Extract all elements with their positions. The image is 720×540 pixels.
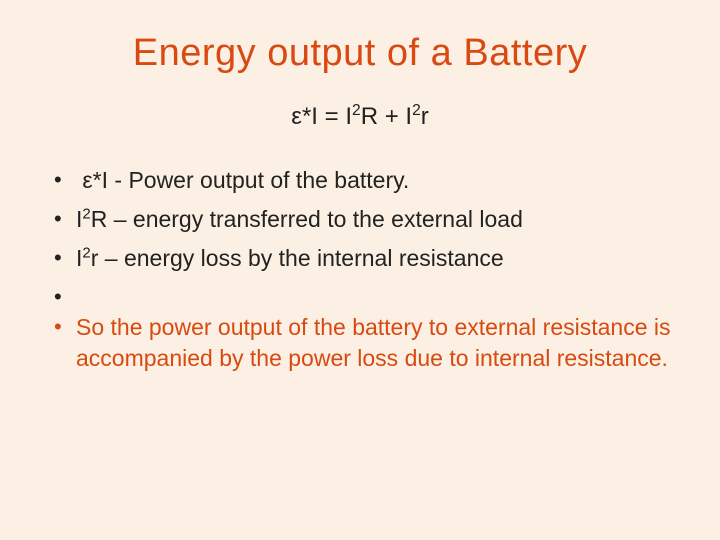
bullet-internal-loss: I2r – energy loss by the internal resist… <box>48 243 672 274</box>
spacer <box>48 282 672 312</box>
bullet-external-load: I2R – energy transferred to the external… <box>48 204 672 235</box>
b1-prefix-rest: *I <box>93 167 108 193</box>
equation-t2-var: r <box>421 103 429 130</box>
equation-t1-base: I <box>345 103 352 130</box>
b2-sup: 2 <box>82 205 90 222</box>
b4-text: So the power output of the battery to ex… <box>76 314 671 371</box>
equation-t1-sup: 2 <box>352 102 361 119</box>
bullet-power-output: ε*I - Power output of the battery. <box>48 165 672 196</box>
b3-rest: – energy loss by the internal resistance <box>98 245 503 271</box>
slide: Energy output of a Battery ε*I = I2R + I… <box>0 0 720 540</box>
bullet-list: ε*I - Power output of the battery. I2R –… <box>48 165 672 374</box>
slide-title: Energy output of a Battery <box>48 32 672 75</box>
equation-plus: + <box>378 103 405 130</box>
b1-rest: - Power output of the battery. <box>108 167 409 193</box>
b2-var: R <box>91 206 108 232</box>
b1-symbol: ε <box>82 167 92 193</box>
equation-lhs-rest: *I <box>302 103 318 130</box>
bullet-conclusion: So the power output of the battery to ex… <box>48 312 672 374</box>
equation-t2-sup: 2 <box>412 102 421 119</box>
equation-lhs-symbol: ε <box>291 103 302 130</box>
main-equation: ε*I = I2R + I2r <box>48 103 672 131</box>
b2-rest: – energy transferred to the external loa… <box>107 206 523 232</box>
b3-sup: 2 <box>82 244 90 261</box>
equation-eq: = <box>318 103 345 130</box>
equation-t1-var: R <box>361 103 378 130</box>
